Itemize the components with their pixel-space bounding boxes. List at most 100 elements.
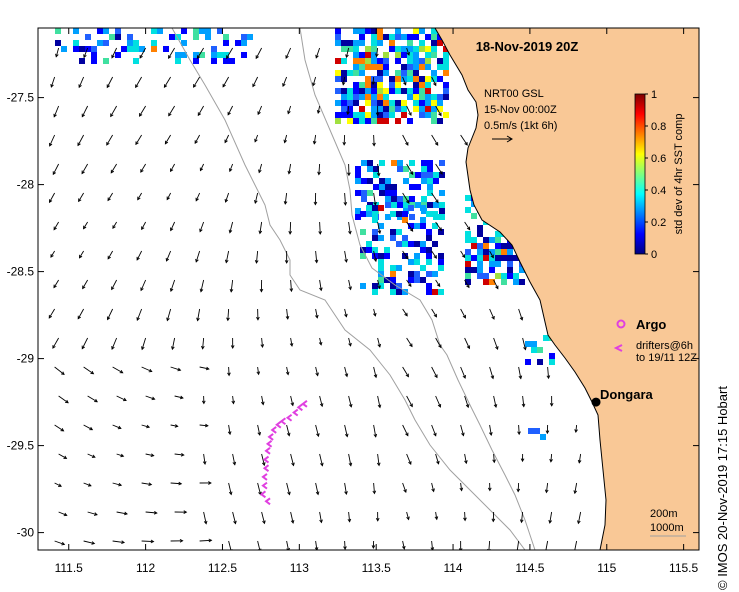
sst-cell: [395, 76, 401, 82]
sst-cell: [489, 249, 495, 255]
sst-cell: [443, 70, 449, 76]
sst-cell: [407, 64, 413, 70]
x-tick-label: 115: [597, 561, 616, 575]
sst-cell: [495, 249, 501, 255]
current-arrow: [53, 105, 60, 118]
current-arrow: [168, 105, 176, 117]
current-arrow: [406, 221, 414, 232]
drifter-position: [270, 426, 277, 434]
current-arrow: [402, 76, 407, 86]
sst-cell: [401, 34, 407, 40]
sst-cell: [365, 28, 371, 34]
current-arrow: [406, 511, 410, 521]
sst-cell: [341, 94, 347, 100]
sst-cell: [439, 160, 445, 166]
sst-cell: [419, 112, 425, 118]
current-arrow: [346, 105, 350, 116]
sst-cell: [477, 273, 483, 279]
y-tick-label: -30: [17, 526, 35, 540]
current-arrow: [464, 337, 471, 350]
sst-cell: [211, 52, 217, 58]
sst-cell: [373, 172, 379, 178]
sst-cell: [365, 100, 371, 106]
current-arrow: [227, 105, 234, 116]
sst-cell: [389, 46, 395, 52]
sst-cell: [477, 261, 483, 267]
sst-cell: [477, 255, 483, 261]
sst-cell: [439, 172, 445, 178]
sst-cell: [409, 172, 415, 178]
current-arrow: [145, 395, 156, 401]
current-arrow: [141, 482, 153, 486]
current-arrow: [519, 511, 524, 524]
sst-cell: [413, 76, 419, 82]
sst-cell: [151, 28, 157, 34]
map-plot-area: [38, 28, 699, 550]
sst-cell: [109, 34, 115, 40]
sst-cell: [139, 46, 145, 52]
sst-cell: [115, 52, 121, 58]
sst-cell: [420, 241, 426, 247]
sst-cell: [371, 94, 377, 100]
current-arrow: [168, 47, 176, 59]
current-arrow: [406, 105, 412, 117]
drifter-position: [267, 433, 274, 441]
sst-cell: [389, 100, 395, 106]
drifter-position: [264, 497, 271, 506]
sst-cell: [383, 88, 389, 94]
current-arrow: [371, 76, 376, 86]
sst-cell: [115, 28, 121, 34]
sst-cell: [427, 172, 433, 178]
plot-frame: [37, 27, 700, 551]
current-arrow: [78, 76, 85, 89]
sst-cell: [377, 82, 383, 88]
sst-cell: [421, 172, 427, 178]
sst-cell: [439, 202, 445, 208]
sst-cell: [378, 253, 384, 259]
x-tick-label: 112: [136, 561, 155, 575]
current-arrow: [516, 482, 521, 493]
sst-cell: [366, 241, 372, 247]
current-legend-line1: NRT00 GSL: [484, 88, 544, 100]
current-arrow: [318, 221, 322, 235]
sst-cell: [519, 279, 525, 285]
current-arrow: [194, 134, 201, 145]
y-tick-label: -29: [17, 352, 35, 366]
sst-cell: [501, 255, 507, 261]
sst-cell: [401, 64, 407, 70]
sst-cell: [427, 190, 433, 196]
drifter-arrow-icon: [613, 344, 623, 352]
current-arrow: [289, 279, 294, 293]
sst-cell: [371, 40, 377, 46]
sst-cell: [367, 160, 373, 166]
current-legend-line3: 0.5m/s (1kt 6h): [484, 120, 557, 132]
current-arrow: [55, 47, 60, 58]
sst-cell: [396, 283, 402, 289]
drifter-position: [265, 440, 273, 448]
current-arrow: [286, 540, 290, 550]
current-arrow: [287, 105, 292, 115]
current-arrow: [199, 538, 213, 543]
sst-cell: [443, 46, 449, 52]
sst-cell: [371, 118, 377, 124]
current-arrow: [431, 192, 439, 204]
sst-cell: [97, 40, 103, 46]
current-arrow: [230, 337, 235, 349]
current-arrow: [139, 47, 147, 59]
current-arrow: [406, 163, 414, 176]
sst-cell: [407, 52, 413, 58]
sst-cell: [372, 211, 378, 217]
sst-cell: [127, 40, 133, 46]
sst-cell: [378, 265, 384, 271]
sst-cell: [390, 289, 396, 295]
sst-cell: [151, 40, 157, 46]
colorbar-label: std dev of 4hr SST comp: [673, 114, 685, 235]
sst-cell: [378, 277, 384, 283]
sst-cell: [199, 52, 205, 58]
sst-cell: [531, 341, 537, 347]
current-arrow: [193, 76, 201, 88]
sst-cell: [385, 184, 391, 190]
sst-cell: [431, 34, 437, 40]
current-arrow: [460, 250, 466, 259]
sst-cell: [377, 58, 383, 64]
